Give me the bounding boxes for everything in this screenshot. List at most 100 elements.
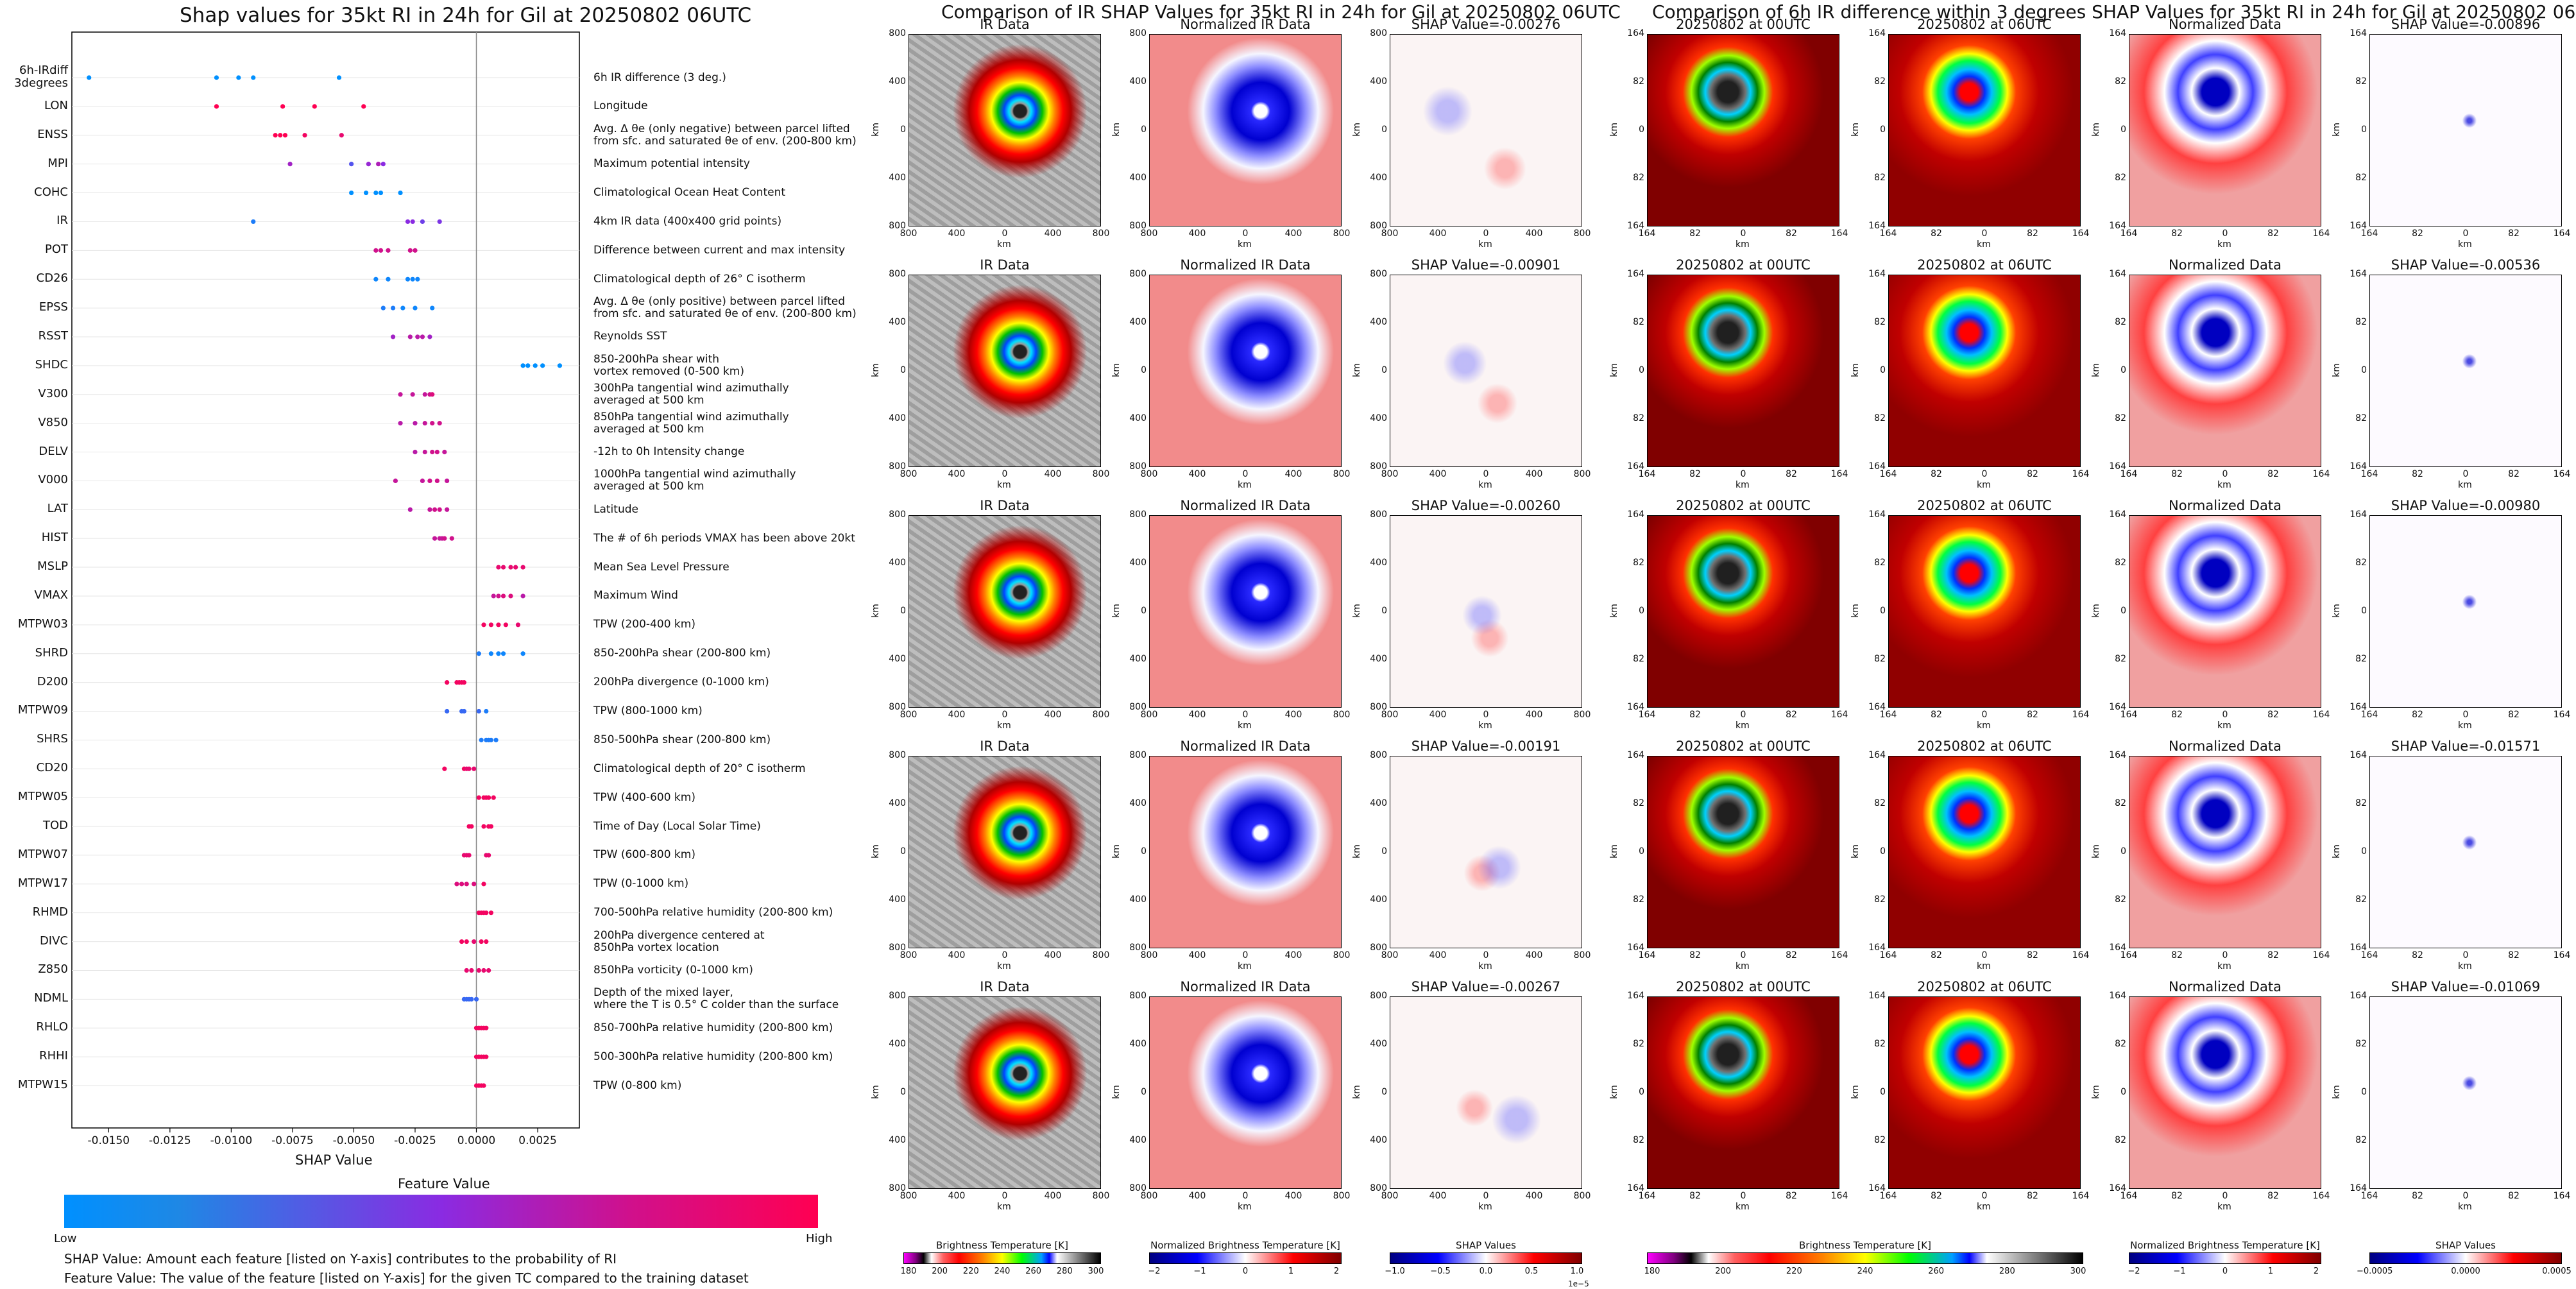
colorbar-tick: 300	[1088, 1267, 1104, 1276]
shap-point	[386, 277, 391, 282]
y-tick-label: 800	[889, 269, 906, 279]
y-tick-label: 164	[1868, 750, 1886, 760]
x-tick-label: 164	[2120, 469, 2138, 479]
y-tick-label: 800	[1370, 1183, 1387, 1193]
y-tick-label: 164	[1627, 509, 1644, 520]
y-tick-label: 82	[2355, 558, 2367, 568]
x-tick-label: 82	[1786, 710, 1797, 720]
shap-point	[488, 910, 494, 916]
panel-title: IR Data	[980, 17, 1030, 32]
x-tick-label: 82	[2412, 950, 2423, 960]
y-tick-label: 400	[1370, 654, 1387, 664]
shap-point	[464, 882, 469, 887]
summary-frame	[71, 31, 580, 1129]
shap-point	[398, 421, 403, 426]
feature-label: RHLO	[36, 1020, 68, 1034]
y-tick-label: 164	[1868, 28, 1886, 38]
y-tick-label: 164	[2109, 1183, 2126, 1193]
x-tick-label: 164	[2312, 950, 2330, 960]
panel-image	[908, 515, 1101, 708]
x-tick-label: 400	[1284, 710, 1302, 720]
y-axis-label: km	[870, 844, 881, 858]
y-tick-label: 0	[2361, 846, 2367, 857]
shap-point	[427, 478, 432, 484]
x-tick-label: 800	[1140, 950, 1158, 960]
x-tick-label: 82	[1689, 950, 1701, 960]
y-tick-label: 164	[2350, 28, 2367, 38]
x-axis-label: km	[1238, 721, 1252, 731]
x-tick-label: 800	[1381, 1191, 1399, 1201]
y-axis-label: km	[2331, 1085, 2342, 1099]
shap-point	[422, 421, 427, 426]
shap-point	[273, 133, 278, 138]
shap-point	[434, 449, 439, 455]
shap-point	[464, 968, 469, 973]
y-tick-label: 82	[2355, 173, 2367, 183]
feature-label: POT	[44, 243, 68, 257]
y-tick-label: 400	[1129, 654, 1147, 664]
panel-image	[1390, 996, 1582, 1189]
y-tick-label: 164	[2109, 991, 2126, 1001]
y-axis-label: km	[1351, 123, 1362, 137]
x-axis-label: km	[1478, 721, 1492, 731]
panel-image	[908, 275, 1101, 467]
panel-image	[2369, 996, 2562, 1189]
y-tick-label: 800	[1129, 991, 1147, 1001]
panel-image	[1888, 34, 2081, 226]
y-tick-label: 800	[1129, 1183, 1147, 1193]
x-tick-label: 164	[1879, 228, 1897, 239]
x-tick-label: 0	[1242, 469, 1249, 479]
panel-title: SHAP Value=-0.00276	[1411, 17, 1561, 32]
feature-description: TPW (0-800 km)	[593, 1079, 682, 1092]
x-tick-label: 0	[1740, 228, 1746, 239]
y-axis-label: km	[2090, 604, 2101, 618]
shap-point	[466, 766, 472, 771]
x-axis-label: km	[2217, 239, 2231, 250]
x-tick-label: 400	[1044, 228, 1062, 239]
shap-point	[434, 478, 439, 484]
shap-point	[398, 190, 403, 196]
x-tick-label: 0	[1002, 710, 1008, 720]
y-tick-label: 82	[1874, 76, 1886, 87]
shap-point	[287, 162, 293, 167]
shap-point	[484, 708, 489, 714]
x-tick-label: 82	[1931, 710, 1942, 720]
y-tick-label: 82	[2115, 76, 2126, 87]
feature-label: DIVC	[39, 934, 68, 948]
shap-point	[476, 708, 481, 714]
x-tick-label: -0.0125	[149, 1134, 191, 1147]
x-tick-label: 800	[900, 1191, 917, 1201]
x-tick-label: 0	[1740, 710, 1746, 720]
y-tick-label: 82	[1633, 317, 1644, 327]
x-tick-label: 82	[2508, 228, 2520, 239]
x-axis-label: km	[997, 239, 1011, 250]
x-tick-label: 800	[900, 950, 917, 960]
shap-point	[491, 795, 496, 800]
feature-description: Depth of the mixed layer, where the T is…	[593, 986, 839, 1012]
y-tick-label: 400	[889, 1135, 906, 1145]
shap-point	[420, 334, 425, 339]
x-axis-label: km	[1736, 1202, 1750, 1212]
x-tick-label: 82	[2267, 950, 2279, 960]
y-tick-label: 164	[1627, 943, 1644, 953]
y-tick-label: 400	[889, 413, 906, 423]
y-axis-label: km	[1850, 1085, 1861, 1099]
y-tick-label: 800	[1129, 943, 1147, 953]
feature-label: EPSS	[38, 300, 68, 314]
x-tick-label: 82	[2171, 950, 2183, 960]
x-tick-label: 0	[1242, 228, 1249, 239]
panel-image	[2369, 34, 2562, 226]
y-tick-label: 164	[1627, 221, 1644, 231]
feature-label: SHRD	[35, 645, 68, 660]
feature-description: -12h to 0h Intensity change	[593, 445, 745, 458]
colorbar	[1647, 1252, 2083, 1264]
colorbar-high-label: High	[806, 1232, 833, 1245]
feature-colorbar	[64, 1195, 818, 1228]
x-tick-label: 82	[2171, 228, 2183, 239]
y-axis-label: km	[1850, 604, 1861, 618]
panel-image	[1647, 34, 1839, 226]
shap-point	[486, 968, 491, 973]
y-tick-label: 400	[889, 173, 906, 183]
y-tick-label: 0	[900, 606, 906, 616]
shap-point	[312, 104, 317, 109]
